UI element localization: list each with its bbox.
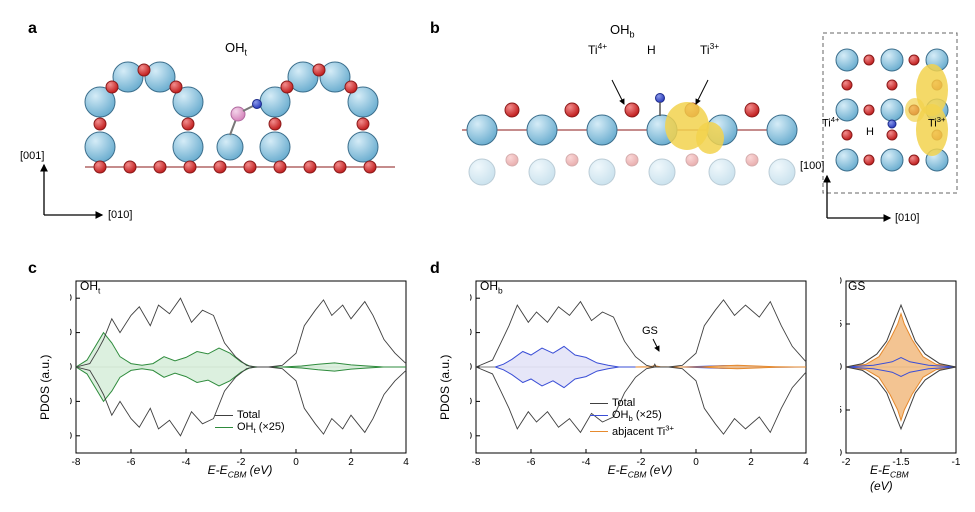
- svg-text:0: 0: [470, 362, 472, 373]
- svg-text:-2: -2: [842, 457, 851, 468]
- chart-d: -8-6-4-2024-200-1000100200 OHb GS Total …: [470, 275, 810, 475]
- svg-text:4: 4: [403, 457, 409, 468]
- svg-text:-1: -1: [952, 457, 960, 468]
- svg-text:100: 100: [470, 328, 472, 339]
- svg-text:-4: -4: [582, 457, 591, 468]
- axis-001: [001]: [20, 150, 44, 162]
- chart-d-title: OHb: [480, 279, 503, 295]
- label-h: H: [647, 43, 656, 57]
- legend-c: Total OHt (×25): [215, 409, 285, 435]
- chart-c-title: OHt: [80, 279, 100, 295]
- label-ti3: Ti3+: [700, 41, 719, 57]
- svg-text:200: 200: [470, 293, 472, 304]
- label-ti4: Ti4+: [588, 41, 607, 57]
- svg-text:2: 2: [748, 457, 754, 468]
- chart-c: -8-6-4-2024-200-1000100200 OHt Total OHt…: [70, 275, 410, 475]
- axis-010: [010]: [108, 209, 132, 221]
- chart-gs-title: GS: [848, 279, 865, 293]
- svg-text:-100: -100: [70, 396, 72, 407]
- svg-text:-8: -8: [72, 457, 81, 468]
- panel-label-a: a: [28, 20, 37, 38]
- label-oht: OHt: [225, 40, 247, 58]
- chart-d-gs-label: GS: [642, 325, 658, 337]
- chart-c-xlabel: E-ECBM (eV): [208, 463, 273, 479]
- panel-label-c: c: [28, 260, 37, 278]
- svg-text:-6: -6: [527, 457, 536, 468]
- panel-label-d: d: [430, 260, 440, 278]
- svg-text:0: 0: [70, 362, 72, 373]
- svg-text:4: 4: [803, 457, 809, 468]
- svg-text:-6: -6: [127, 457, 136, 468]
- svg-text:-100: -100: [470, 396, 472, 407]
- panel-label-b: b: [430, 20, 440, 38]
- svg-text:-5: -5: [840, 405, 842, 416]
- axis-100: [100]: [800, 160, 824, 172]
- svg-text:0: 0: [293, 457, 299, 468]
- svg-text:100: 100: [70, 328, 72, 339]
- svg-text:-200: -200: [470, 431, 472, 442]
- svg-text:-200: -200: [70, 431, 72, 442]
- chart-d-ylabel: PDOS (a.u.): [438, 355, 452, 420]
- svg-text:0: 0: [693, 457, 699, 468]
- svg-text:0: 0: [840, 362, 842, 373]
- structure-b: [442, 30, 802, 230]
- svg-text:-4: -4: [182, 457, 191, 468]
- label-ti3-top: Ti3+: [928, 115, 946, 130]
- label-ohb: OHb: [610, 22, 635, 40]
- svg-text:2: 2: [348, 457, 354, 468]
- svg-text:10: 10: [840, 276, 842, 287]
- label-h-top: H: [866, 126, 874, 138]
- gs-arrow-icon: [650, 337, 664, 355]
- svg-text:5: 5: [840, 319, 842, 330]
- svg-text:200: 200: [70, 293, 72, 304]
- legend-d: Total OHb (×25) abjacent Ti3+: [590, 397, 674, 438]
- chart-c-ylabel: PDOS (a.u.): [38, 355, 52, 420]
- chart-gs: -2-1.5-1-10-50510 GS E-ECBM (eV): [840, 275, 960, 475]
- chart-gs-xlabel: E-ECBM (eV): [870, 463, 930, 493]
- svg-text:-8: -8: [472, 457, 481, 468]
- axis-010-b: [010]: [895, 212, 919, 224]
- label-ti4-top: Ti4+: [822, 115, 840, 130]
- chart-d-xlabel: E-ECBM (eV): [608, 463, 673, 479]
